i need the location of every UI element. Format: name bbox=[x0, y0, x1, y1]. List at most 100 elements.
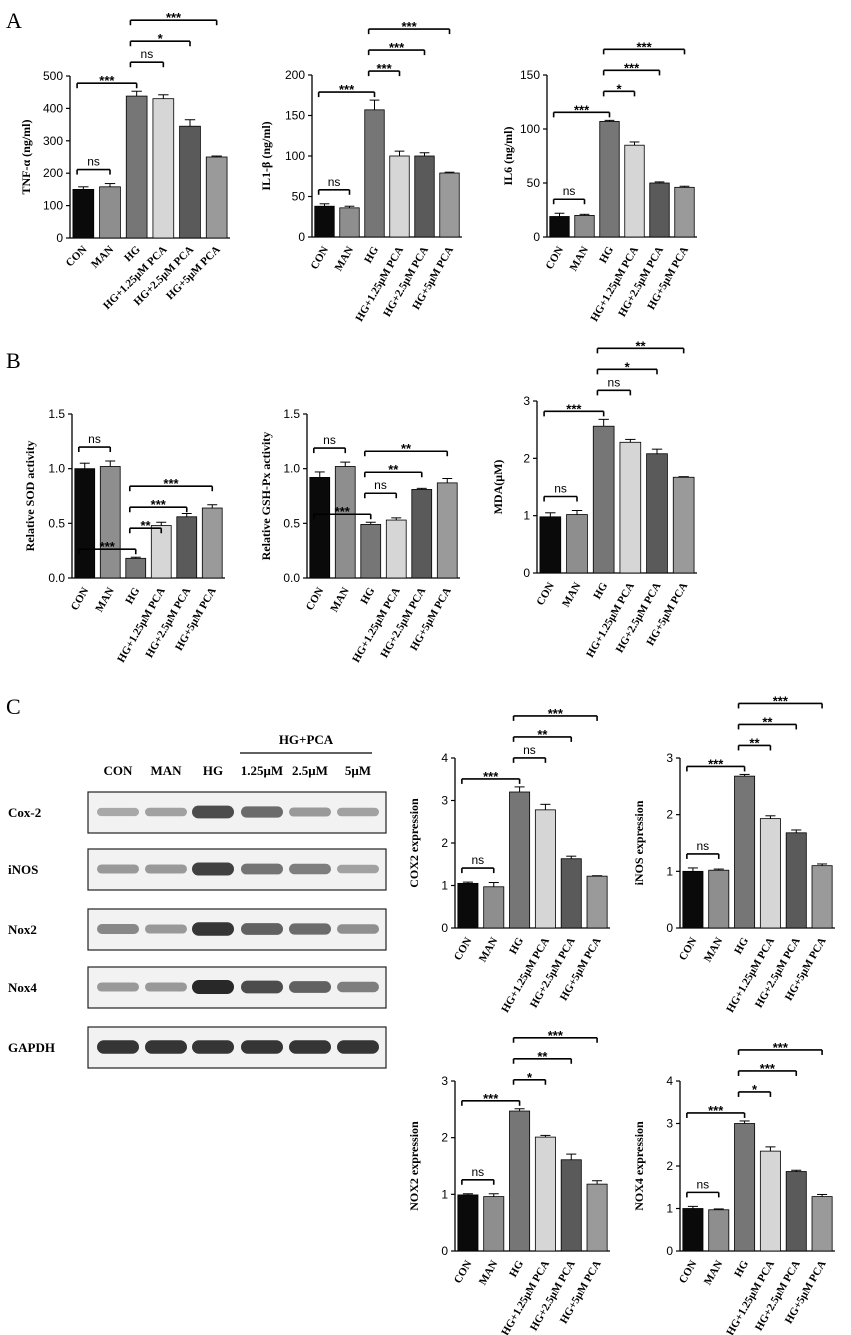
significance-label: ** bbox=[388, 462, 399, 477]
y-tick-label: 0.5 bbox=[283, 516, 300, 530]
y-tick-label: 100 bbox=[520, 122, 540, 136]
significance-label: ** bbox=[762, 714, 773, 729]
bar-4 bbox=[646, 453, 668, 574]
bar-0 bbox=[539, 516, 562, 574]
bar-1 bbox=[708, 869, 730, 929]
bar-2 bbox=[125, 95, 148, 239]
bar-3 bbox=[385, 519, 407, 579]
blot-band bbox=[289, 923, 331, 935]
significance-label: ns bbox=[696, 1177, 709, 1191]
blot-band bbox=[289, 1040, 331, 1054]
bar-1 bbox=[99, 186, 121, 239]
y-tick-label: 3 bbox=[666, 751, 673, 765]
y-tick-label: 50 bbox=[292, 190, 306, 204]
y-axis-label: IL1-β (ng/ml) bbox=[259, 121, 273, 190]
y-axis-label: MDA(μM) bbox=[491, 460, 505, 515]
y-tick-label: 200 bbox=[43, 166, 63, 180]
bar-0 bbox=[314, 205, 335, 238]
significance-label: ** bbox=[537, 1049, 548, 1064]
x-tick-label: MAN bbox=[477, 935, 501, 964]
bar-3 bbox=[389, 155, 410, 238]
significance-label: ns bbox=[563, 184, 576, 198]
significance-label: ns bbox=[471, 1165, 484, 1179]
blot-lane-label: MAN bbox=[150, 763, 182, 778]
bar-0 bbox=[457, 882, 479, 929]
blot-row-label: Nox4 bbox=[8, 980, 37, 995]
significance-label: ** bbox=[140, 518, 151, 533]
significance-label: ns bbox=[87, 155, 100, 169]
bar-1 bbox=[708, 1209, 730, 1252]
x-tick-label: MAN bbox=[568, 244, 592, 273]
significance-label: * bbox=[752, 1082, 758, 1097]
bar-4 bbox=[560, 858, 582, 929]
y-tick-label: 3 bbox=[666, 1117, 673, 1131]
significance-label: *** bbox=[636, 39, 652, 54]
blot-band bbox=[97, 864, 139, 874]
bar-2 bbox=[509, 791, 531, 929]
y-tick-label: 150 bbox=[520, 68, 540, 82]
x-tick-label: CON bbox=[677, 935, 700, 962]
bar-5 bbox=[672, 476, 695, 574]
blot-band bbox=[289, 807, 331, 817]
x-tick-label: CON bbox=[64, 244, 90, 270]
panel-label-b: B bbox=[6, 348, 21, 373]
bar-5 bbox=[674, 186, 695, 238]
y-tick-label: 3 bbox=[523, 394, 530, 408]
y-axis-label: TNF-α (ng/ml) bbox=[19, 119, 33, 194]
panel-label-a: A bbox=[6, 8, 22, 33]
y-tick-label: 0 bbox=[298, 230, 305, 244]
significance-label: *** bbox=[773, 1040, 789, 1055]
y-axis-label: iNOS expression bbox=[632, 800, 646, 885]
x-tick-label: HG+1.25μM PCA bbox=[724, 1258, 777, 1335]
significance-label: ** bbox=[749, 735, 760, 750]
bar-3 bbox=[534, 1136, 556, 1252]
y-tick-label: 1.0 bbox=[283, 462, 300, 476]
significance-label: *** bbox=[548, 706, 564, 721]
blot-band bbox=[337, 1040, 379, 1054]
bar-2 bbox=[734, 775, 756, 929]
significance-label: *** bbox=[166, 10, 182, 25]
y-tick-label: 0.0 bbox=[283, 571, 300, 585]
y-axis-label: Relative SOD activity bbox=[23, 441, 37, 552]
y-tick-label: 1.5 bbox=[283, 407, 300, 421]
y-tick-label: 400 bbox=[43, 101, 63, 115]
x-tick-label: MAN bbox=[328, 585, 352, 614]
bar-4 bbox=[560, 1159, 582, 1252]
blot-band bbox=[337, 924, 379, 934]
significance-label: *** bbox=[566, 401, 582, 416]
bar-5 bbox=[201, 507, 223, 579]
bar-5 bbox=[586, 1183, 608, 1252]
blot-band bbox=[289, 981, 331, 993]
significance-label: *** bbox=[339, 82, 355, 97]
x-tick-label: HG bbox=[358, 585, 377, 606]
y-tick-label: 4 bbox=[441, 751, 448, 765]
y-tick-label: 1 bbox=[441, 1187, 448, 1201]
blot-band bbox=[241, 980, 283, 994]
x-tick-label: HG bbox=[123, 585, 142, 606]
y-axis-label: NOX2 expression bbox=[407, 1121, 421, 1211]
significance-label: * bbox=[527, 1070, 533, 1085]
bar-1 bbox=[574, 214, 595, 238]
bar-5 bbox=[436, 482, 458, 579]
bar-2 bbox=[125, 557, 147, 579]
y-tick-label: 2 bbox=[441, 1131, 448, 1145]
significance-label: *** bbox=[708, 756, 724, 771]
blot-lane-label: 1.25μM bbox=[241, 763, 283, 778]
y-tick-label: 1.5 bbox=[48, 407, 65, 421]
significance-label: *** bbox=[483, 1091, 499, 1106]
significance-label: *** bbox=[483, 769, 499, 784]
x-tick-label: MAN bbox=[702, 935, 726, 964]
significance-label: * bbox=[625, 359, 631, 374]
blot-row-label: GAPDH bbox=[8, 1040, 55, 1055]
significance-label: ns bbox=[696, 839, 709, 853]
blot-band bbox=[192, 980, 234, 994]
significance-label: ns bbox=[374, 478, 387, 492]
bar-0 bbox=[72, 188, 95, 239]
bar-1 bbox=[483, 1196, 505, 1252]
y-axis-label: COX2 expression bbox=[407, 798, 421, 888]
blot-band bbox=[97, 807, 139, 817]
y-tick-label: 200 bbox=[285, 68, 305, 82]
